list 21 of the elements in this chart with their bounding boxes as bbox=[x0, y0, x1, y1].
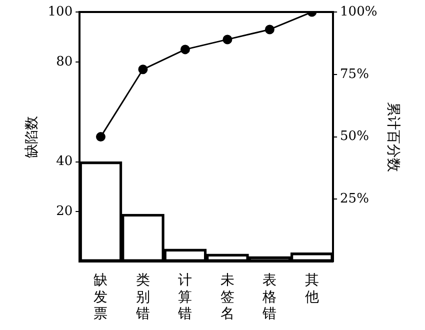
y2-tick-label: 50% bbox=[340, 129, 369, 144]
point bbox=[138, 64, 148, 74]
x-tick-label: 未签名 bbox=[220, 272, 234, 322]
x-tick-label: 类别错 bbox=[134, 272, 150, 322]
y-axis-title: 缺陷数 bbox=[24, 116, 40, 158]
point bbox=[264, 24, 274, 34]
point bbox=[222, 34, 232, 44]
y2-tick-label: 100% bbox=[340, 4, 378, 20]
y-tick-label: 20 bbox=[56, 204, 73, 220]
x-tick-label: 计算错 bbox=[177, 272, 192, 322]
point bbox=[180, 44, 190, 54]
x-tick-label: 缺发票 bbox=[94, 272, 108, 322]
y-tick-label: 80 bbox=[56, 54, 73, 70]
y-tick-label: 100 bbox=[48, 4, 73, 20]
y2-axis-title: 累计百分数 bbox=[384, 102, 401, 172]
x-tick-label: 其他 bbox=[304, 272, 319, 306]
x-tick-label: 表格错 bbox=[262, 272, 277, 322]
point bbox=[96, 132, 106, 142]
y2-tick-label: 75% bbox=[340, 66, 369, 82]
y2-tick-label: 25% bbox=[340, 192, 369, 207]
y-tick-label: 40 bbox=[56, 154, 73, 170]
